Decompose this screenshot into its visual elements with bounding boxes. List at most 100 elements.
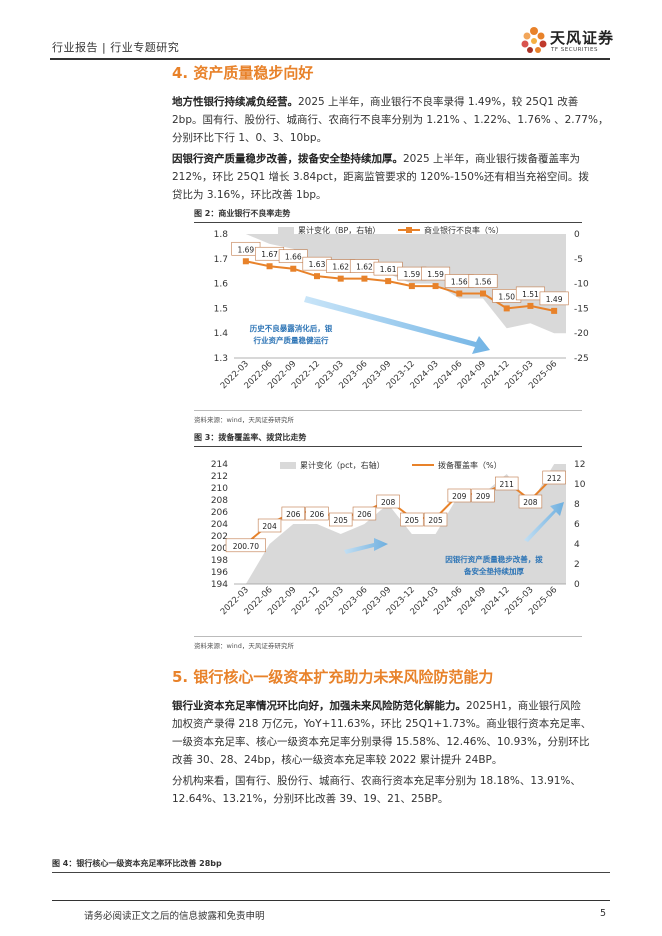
y-left-tick-label: 1.6 [214, 280, 229, 290]
data-label: 1.69 [238, 245, 255, 254]
data-label: 209 [452, 492, 467, 501]
para-line: 2bp。国有行、股份行、城商行、农商行不良率分别为 1.21% 、1.22%、1… [172, 114, 609, 126]
data-label-box [352, 506, 377, 521]
data-label: 1.56 [475, 278, 492, 287]
y-right-tick-label: 0 [574, 580, 580, 590]
data-label: 1.59 [404, 270, 421, 279]
data-label: 206 [357, 510, 372, 519]
y-left-tick-label: 204 [211, 520, 228, 530]
y-right-tick-label: 0 [574, 230, 580, 240]
legend-label: 累计变化（BP，右轴） [298, 225, 380, 235]
data-point [527, 302, 534, 309]
legend-label: 商业银行不良率（%） [424, 225, 504, 235]
legend-label: 拨备覆盖率（%） [438, 460, 502, 470]
data-label: 1.66 [285, 253, 302, 262]
para-line: 分别环比下行 1、0、3、10bp。 [172, 132, 328, 144]
para-lead: 银行业资本充足率情况环比向好，加强未来风险防范化解能力。 [172, 700, 466, 712]
data-label: 206 [286, 510, 301, 519]
data-label: 208 [381, 498, 396, 507]
section-5-paragraph-2: 分机构来看，国有行、股份行、城商行、农商行资本充足率分别为 18.18%、13.… [172, 772, 612, 808]
data-point [456, 290, 463, 297]
data-label: 1.62 [356, 263, 373, 272]
header-divider [50, 58, 610, 60]
data-point [551, 307, 558, 314]
y-left-tick-label: 200 [211, 544, 228, 554]
data-label: 206 [310, 510, 325, 519]
data-label-box [542, 470, 566, 485]
trend-arrow-icon [304, 296, 490, 354]
y-right-tick-label: -15 [574, 304, 589, 314]
data-label-box [421, 266, 451, 281]
y-left-tick-label: 1.7 [214, 255, 228, 265]
section-4-paragraph-1: 地方性银行持续减负经营。2025 上半年，商业银行不良率录得 1.49%，较 2… [172, 93, 612, 147]
para-text: 2025 上半年，商业银行不良率录得 1.49%，较 25Q1 改善 [298, 96, 579, 108]
data-point [361, 275, 368, 282]
legend-area-swatch [280, 462, 296, 469]
trend-arrow-icon [524, 502, 564, 542]
para-line: 一级资本充足率、核心一级资本充足率分别录得 15.58%、12.46%、10.9… [172, 736, 590, 748]
logo-text-cn: 天风证券 [550, 29, 615, 47]
para-line: 12.64%、13.21%，分别环比改善 39、19、21、25BP。 [172, 793, 449, 805]
footer-divider [52, 900, 610, 901]
data-label-box [225, 538, 266, 553]
para-lead: 因银行资产质量稳步改善，拨备安全垫持续加厚。 [172, 153, 403, 165]
y-right-tick-label: -5 [574, 255, 583, 265]
data-label: 1.63 [309, 260, 326, 269]
y-right-tick-label: 6 [574, 520, 580, 530]
data-label: 211 [500, 480, 515, 489]
y-left-tick-label: 1.4 [214, 329, 229, 339]
data-label: 208 [523, 498, 538, 507]
para-line: 改善 30、28、24bp，核心一级资本充足率较 2022 累计提升 24BP。 [172, 754, 503, 766]
data-label: 200.70 [233, 542, 259, 551]
data-point [432, 283, 439, 290]
y-left-tick-label: 1.3 [214, 354, 228, 364]
series-line [245, 260, 555, 312]
footer-disclaimer: 请务必阅读正文之后的信息披露和免责申明 [84, 911, 265, 922]
y-left-tick-label: 212 [211, 472, 228, 482]
data-point [480, 290, 486, 297]
provision-coverage-chart: 194 196 198 200 202 204 206 208 210 212 214 0 2 4 6 8 10… [211, 460, 586, 617]
data-label: 204 [262, 522, 277, 531]
data-label: 205 [405, 516, 420, 525]
data-point [314, 273, 320, 280]
y-left-tick-label: 1.5 [214, 304, 228, 314]
data-label: 205 [428, 516, 443, 525]
data-label-box [329, 512, 353, 527]
data-point [385, 278, 392, 285]
chart-annotation-text: 历史不良暴露消化后，银 [250, 323, 333, 333]
y-right-tick-label: -10 [574, 280, 589, 290]
data-label: 1.51 [522, 290, 539, 299]
y-left-tick-label: 206 [211, 508, 228, 518]
data-label: 205 [334, 516, 349, 525]
figure-2-title: 图 2：商业银行不良率走势 [194, 209, 291, 218]
y-right-tick-label: -20 [574, 329, 589, 339]
y-left-tick-label: 208 [211, 496, 228, 506]
data-label-box [278, 249, 308, 264]
page-number: 5 [600, 908, 607, 919]
data-label-box [400, 512, 424, 527]
figure-3-title: 图 3：拨备覆盖率、拨贷比走势 [194, 433, 307, 442]
y-left-tick-label: 194 [211, 580, 228, 590]
report-type-header: 行业报告 | 行业专题研究 [52, 41, 180, 54]
y-left-tick-label: 214 [211, 460, 228, 470]
data-label-box [539, 291, 569, 306]
chart-annotation-text: 因银行资产质量稳步改善，拨 [445, 554, 543, 564]
data-label: 1.62 [332, 263, 349, 272]
para-line: 212%，环比 25Q1 增长 3.84pct，距离监管要求的 120%-150… [172, 171, 589, 183]
y-right-tick-label: -25 [574, 354, 589, 364]
chart-annotation-text: 行业资产质量稳健运行 [253, 335, 329, 345]
figure-4-title: 图 4：银行核心一级资本充足率环比改善 28bp [52, 859, 222, 868]
data-label-box [423, 512, 448, 527]
data-label: 1.49 [546, 295, 563, 304]
y-right-tick-label: 2 [574, 560, 580, 570]
data-point [337, 275, 344, 282]
data-label-box [468, 274, 498, 288]
data-label-box [281, 506, 305, 521]
para-line: 分机构来看，国有行、股份行、城商行、农商行资本充足率分别为 18.18%、13.… [172, 775, 581, 787]
y-left-tick-label: 1.8 [214, 230, 229, 240]
para-text: 2025 上半年，商业银行拨备覆盖率为 [403, 153, 581, 165]
data-point [266, 263, 273, 270]
data-label-box [518, 494, 543, 509]
section-4-title: 4. 资产质量稳步向好 [172, 64, 314, 82]
data-label: 212 [547, 474, 562, 483]
